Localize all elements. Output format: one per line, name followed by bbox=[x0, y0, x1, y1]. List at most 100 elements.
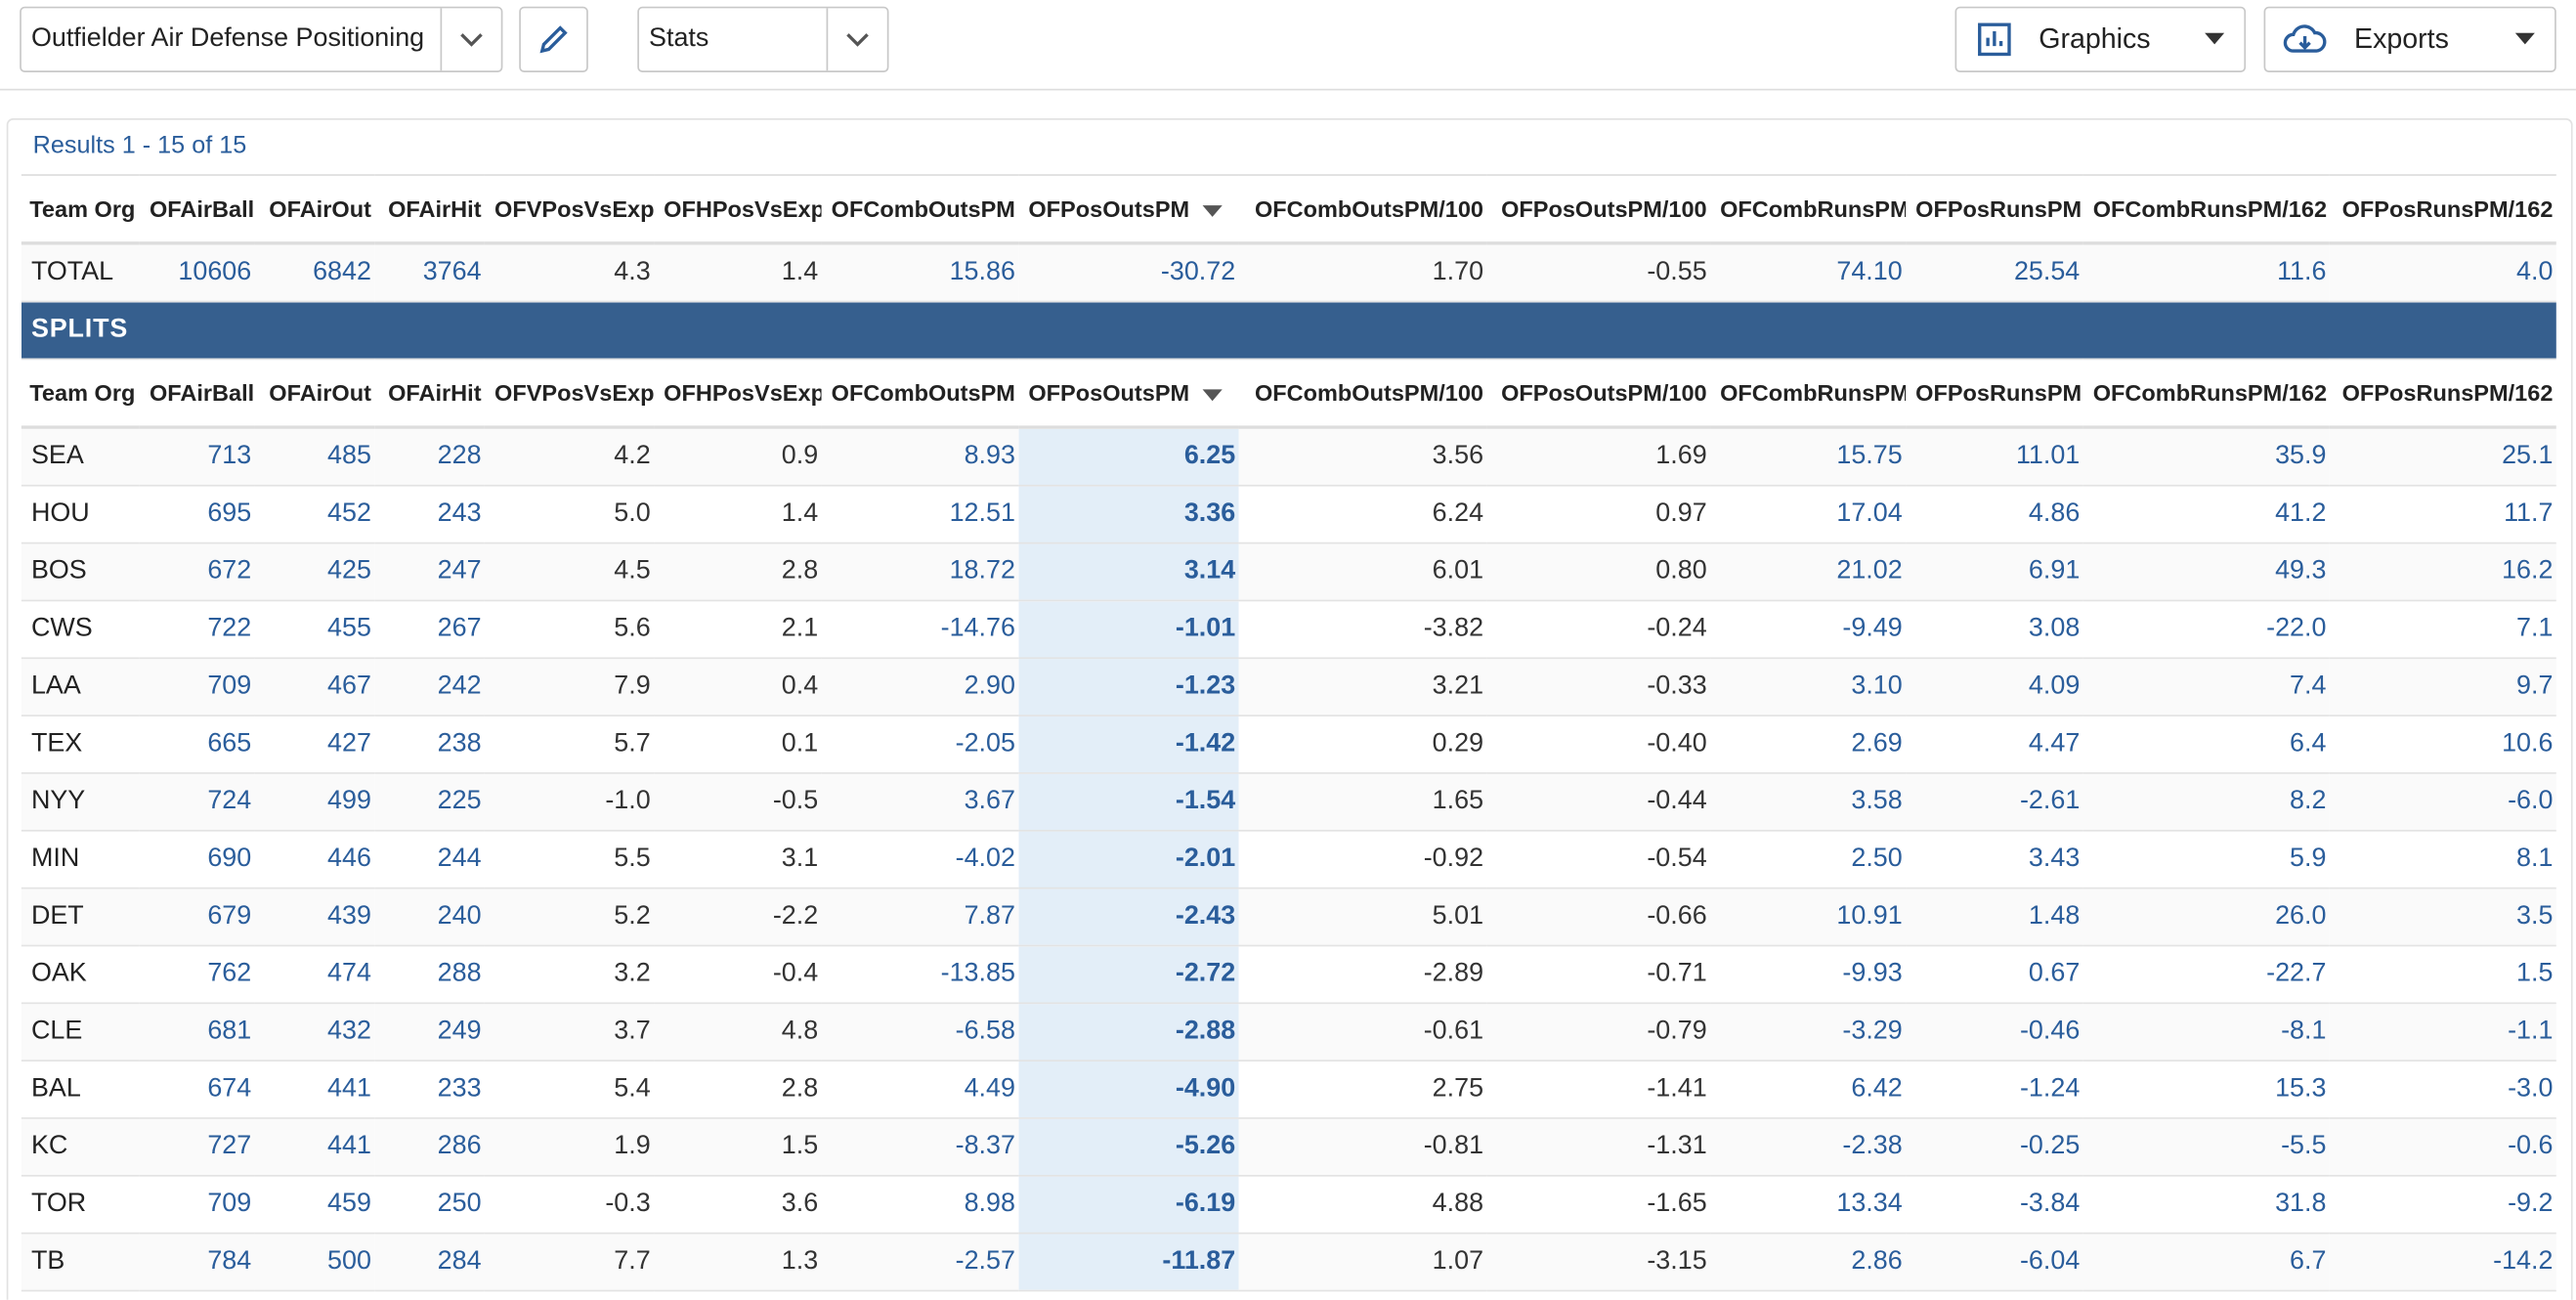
results-count: Results 1 - 15 of 15 bbox=[32, 131, 247, 160]
cell: 446 bbox=[254, 830, 375, 889]
cell: -2.2 bbox=[654, 888, 822, 947]
cell: 6.91 bbox=[1906, 542, 2083, 602]
column-header[interactable]: OFAirOut bbox=[254, 358, 375, 429]
cell: 713 bbox=[139, 427, 255, 487]
column-header[interactable]: OFCombOutsPM/100 bbox=[1238, 358, 1487, 429]
column-header[interactable]: OFAirBall bbox=[139, 358, 255, 429]
column-header[interactable]: OFPosRunsPM/162 bbox=[2329, 358, 2556, 429]
data-row: TEX 665 427 238 5.7 0.1 -2.05 -1.42 0.29 -0.40 2.6… bbox=[21, 715, 2556, 774]
cell: 8.2 bbox=[2082, 772, 2330, 832]
cell: 500 bbox=[254, 1233, 375, 1292]
cell: -22.7 bbox=[2082, 945, 2330, 1005]
cell: 2.50 bbox=[1710, 830, 1907, 889]
row-label: CWS bbox=[21, 600, 140, 660]
cell: 225 bbox=[374, 772, 485, 832]
cell: 238 bbox=[374, 715, 485, 774]
cell: 459 bbox=[254, 1175, 375, 1235]
cell: 244 bbox=[374, 830, 485, 889]
cell: -3.15 bbox=[1486, 1233, 1711, 1292]
cell: 250 bbox=[374, 1175, 485, 1235]
cell: -0.71 bbox=[1486, 945, 1711, 1005]
graphics-label: Graphics bbox=[2039, 22, 2151, 55]
column-header[interactable]: OFCombOutsPM/100 bbox=[1238, 174, 1487, 245]
graphics-button[interactable]: Graphics bbox=[1954, 6, 2247, 72]
column-header[interactable]: OFPosOutsPM/100 bbox=[1486, 358, 1711, 429]
view-select[interactable]: Stats bbox=[637, 6, 889, 72]
column-header[interactable]: OFPosOutsPM bbox=[1018, 358, 1239, 429]
column-header[interactable]: OFAirBall bbox=[139, 174, 255, 245]
column-header[interactable]: OFCombRunsPM/162 bbox=[2082, 358, 2330, 429]
cell: 249 bbox=[374, 1003, 485, 1062]
column-header[interactable]: OFPosRunsPM bbox=[1906, 174, 2083, 245]
column-header[interactable]: Team Org bbox=[21, 358, 140, 429]
cell: -0.81 bbox=[1238, 1117, 1487, 1177]
cell: 7.87 bbox=[821, 888, 1019, 947]
edit-button[interactable] bbox=[519, 6, 588, 72]
column-header[interactable]: OFAirHit bbox=[374, 358, 485, 429]
column-header[interactable]: OFHPosVsExp bbox=[654, 174, 822, 245]
cell: -3.82 bbox=[1238, 600, 1487, 660]
cell: 228 bbox=[374, 427, 485, 487]
row-label: SEA bbox=[21, 427, 140, 487]
cell: -9.49 bbox=[1710, 600, 1907, 660]
cell: 679 bbox=[139, 888, 255, 947]
pencil-icon bbox=[539, 25, 568, 54]
cell: -1.23 bbox=[1018, 658, 1239, 716]
column-header[interactable]: OFVPosVsExp bbox=[484, 174, 655, 245]
cell: 1.9 bbox=[484, 1117, 655, 1177]
row-label: NYY bbox=[21, 772, 140, 832]
cell: 7.7 bbox=[484, 1233, 655, 1292]
cell: 74.10 bbox=[1710, 242, 1907, 303]
splits-row: SPLITS bbox=[21, 301, 2556, 361]
cell: 4.8 bbox=[654, 1003, 822, 1062]
column-header[interactable]: OFVPosVsExp bbox=[484, 358, 655, 429]
cell: -0.5 bbox=[654, 772, 822, 832]
cell: -2.89 bbox=[1238, 945, 1487, 1005]
column-header[interactable]: OFCombRunsPM bbox=[1710, 358, 1907, 429]
row-label: TB bbox=[21, 1233, 140, 1292]
cell: 6.4 bbox=[2082, 715, 2330, 774]
cell: 441 bbox=[254, 1061, 375, 1119]
cell: 467 bbox=[254, 658, 375, 716]
column-header[interactable]: OFPosOutsPM/100 bbox=[1486, 174, 1711, 245]
cell: 0.9 bbox=[654, 427, 822, 487]
cell: 15.86 bbox=[821, 242, 1019, 303]
cell: -0.54 bbox=[1486, 830, 1711, 889]
cell: -14.76 bbox=[821, 600, 1019, 660]
cell: 41.2 bbox=[2082, 485, 2330, 544]
column-header[interactable]: OFCombOutsPM bbox=[821, 174, 1019, 245]
cell: 13.34 bbox=[1710, 1175, 1907, 1235]
column-header[interactable]: OFCombRunsPM bbox=[1710, 174, 1907, 245]
cell: 5.5 bbox=[484, 830, 655, 889]
report-select[interactable]: Outfielder Air Defense Positioning bbox=[20, 6, 503, 72]
column-header[interactable]: OFAirHit bbox=[374, 174, 485, 245]
column-header[interactable]: OFPosOutsPM bbox=[1018, 174, 1239, 245]
data-row: TOR 709 459 250 -0.3 3.6 8.98 -6.19 4.88 -1.65 13.… bbox=[21, 1175, 2556, 1235]
column-header[interactable]: Team Org bbox=[21, 174, 140, 245]
column-header[interactable]: OFAirOut bbox=[254, 174, 375, 245]
cell: -1.0 bbox=[484, 772, 655, 832]
column-header[interactable]: OFCombRunsPM/162 bbox=[2082, 174, 2330, 245]
graphics-icon bbox=[1978, 22, 2011, 57]
cell: -1.1 bbox=[2329, 1003, 2556, 1062]
column-header[interactable]: OFCombOutsPM bbox=[821, 358, 1019, 429]
row-label: TOTAL bbox=[21, 242, 140, 303]
cell: 3.43 bbox=[1906, 830, 2083, 889]
cell: 4.5 bbox=[484, 542, 655, 602]
cell: 709 bbox=[139, 658, 255, 716]
column-header[interactable]: OFHPosVsExp bbox=[654, 358, 822, 429]
cell: 1.5 bbox=[654, 1117, 822, 1177]
exports-button[interactable]: Exports bbox=[2263, 6, 2556, 72]
cell: 284 bbox=[374, 1233, 485, 1292]
cell: 1.69 bbox=[1486, 427, 1711, 487]
cell: -8.37 bbox=[821, 1117, 1019, 1177]
cell: -2.72 bbox=[1018, 945, 1239, 1005]
cell: 1.48 bbox=[1906, 888, 2083, 947]
cell: 17.04 bbox=[1710, 485, 1907, 544]
cell: 4.49 bbox=[821, 1061, 1019, 1119]
column-header[interactable]: OFPosRunsPM/162 bbox=[2329, 174, 2556, 245]
column-header[interactable]: OFPosRunsPM bbox=[1906, 358, 2083, 429]
cell: -0.55 bbox=[1486, 242, 1711, 303]
cell: 11.7 bbox=[2329, 485, 2556, 544]
cell: 11.01 bbox=[1906, 427, 2083, 487]
